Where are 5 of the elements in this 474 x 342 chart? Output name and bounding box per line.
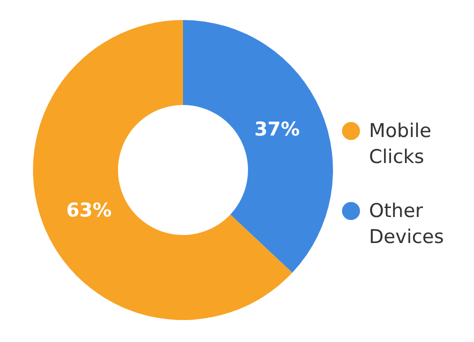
data-label: 37% bbox=[254, 118, 300, 140]
legend-label: Mobile Clicks bbox=[369, 120, 432, 168]
donut-slice bbox=[183, 20, 333, 273]
legend-label: Other Devices bbox=[369, 200, 444, 248]
data-label: 63% bbox=[66, 200, 112, 222]
